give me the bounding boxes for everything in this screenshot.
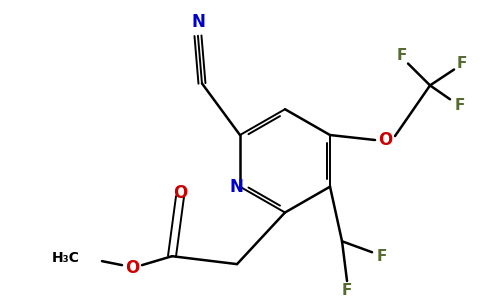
Text: F: F: [455, 98, 465, 113]
Text: N: N: [191, 13, 205, 31]
Text: F: F: [457, 56, 467, 71]
Text: N: N: [229, 178, 243, 196]
Text: O: O: [378, 131, 392, 149]
Text: F: F: [377, 249, 387, 264]
Text: O: O: [173, 184, 187, 202]
Text: O: O: [125, 259, 139, 277]
Text: F: F: [397, 48, 407, 63]
Text: F: F: [342, 284, 352, 298]
Text: H₃C: H₃C: [52, 251, 80, 265]
